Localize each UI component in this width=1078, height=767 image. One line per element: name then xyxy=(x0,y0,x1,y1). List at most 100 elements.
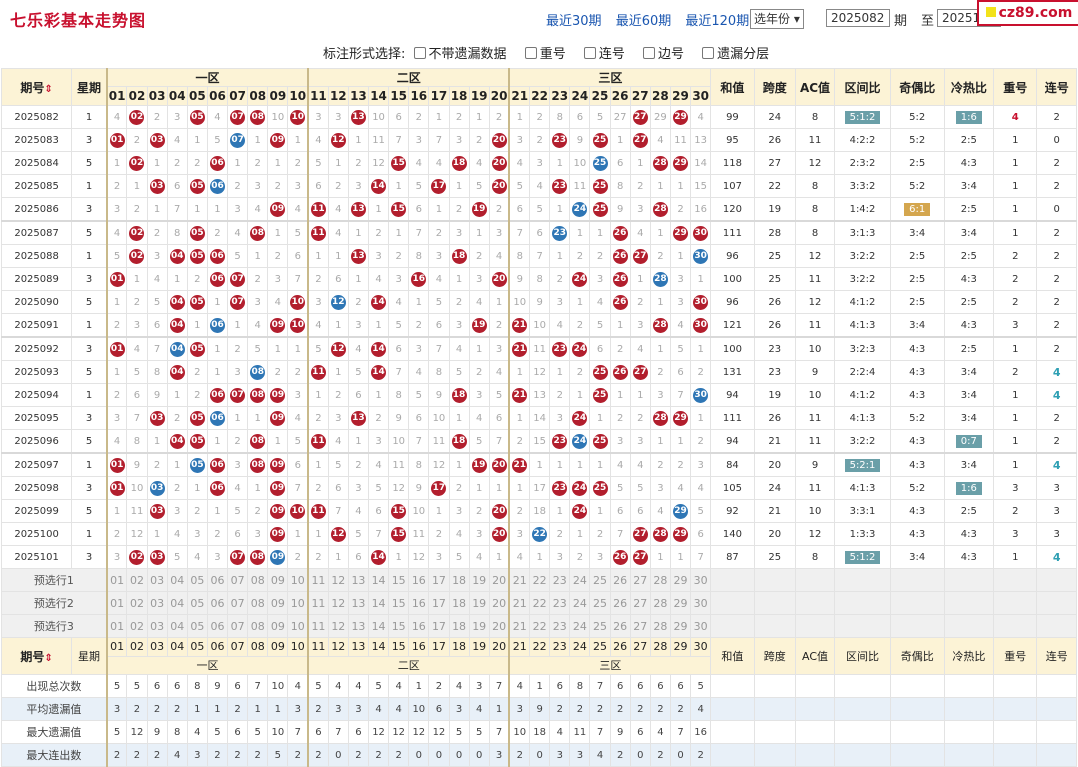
preselect-number[interactable]: 17 xyxy=(428,568,450,592)
preselect-number[interactable]: 12 xyxy=(327,591,349,615)
sort-icon[interactable]: ⇕ xyxy=(44,652,53,664)
link-recent-60[interactable]: 最近60期 xyxy=(615,14,672,29)
option-omission-layer[interactable]: 遗漏分层 xyxy=(698,47,769,62)
preselect-number[interactable]: 09 xyxy=(267,568,289,592)
preselect-number[interactable]: 24 xyxy=(569,568,591,592)
preselect-number[interactable]: 09 xyxy=(267,591,289,615)
preselect-number[interactable]: 07 xyxy=(227,614,249,638)
preselect-number[interactable]: 19 xyxy=(468,591,490,615)
preselect-number[interactable]: 30 xyxy=(690,591,712,615)
preselect-number[interactable]: 18 xyxy=(448,568,470,592)
preselect-number[interactable]: 14 xyxy=(367,614,390,638)
preselect-number[interactable]: 10 xyxy=(287,614,309,638)
preselect-number[interactable]: 30 xyxy=(690,568,712,592)
preselect-number[interactable]: 13 xyxy=(347,568,370,592)
checkbox-icon[interactable] xyxy=(524,47,537,59)
preselect-number[interactable]: 13 xyxy=(347,591,370,615)
preselect-number[interactable]: 01 xyxy=(105,591,128,615)
preselect-number[interactable]: 28 xyxy=(649,568,671,592)
preselect-number[interactable]: 07 xyxy=(227,568,249,592)
preselect-number[interactable]: 28 xyxy=(649,591,671,615)
preselect-number[interactable]: 22 xyxy=(529,614,551,638)
preselect-number[interactable]: 08 xyxy=(247,568,269,592)
preselect-number[interactable]: 20 xyxy=(488,591,510,615)
header-term[interactable]: 期号⇕ xyxy=(0,68,73,106)
option-no-omission[interactable]: 不带遗漏数据 xyxy=(410,47,507,62)
preselect-number[interactable]: 05 xyxy=(186,614,208,638)
preselect-number[interactable]: 19 xyxy=(468,568,490,592)
preselect-number[interactable]: 17 xyxy=(428,614,450,638)
preselect-number[interactable]: 02 xyxy=(126,568,148,592)
preselect-number[interactable]: 10 xyxy=(287,568,309,592)
preselect-number[interactable]: 17 xyxy=(428,591,450,615)
preselect-number[interactable]: 14 xyxy=(367,591,390,615)
option-repeat[interactable]: 重号 xyxy=(521,47,566,62)
preselect-number[interactable]: 03 xyxy=(146,591,168,615)
link-recent-30[interactable]: 最近30期 xyxy=(546,14,602,29)
preselect-number[interactable]: 26 xyxy=(609,568,631,592)
site-logo[interactable]: cz89.com xyxy=(977,0,1078,26)
preselect-number[interactable]: 22 xyxy=(529,591,551,615)
preselect-number[interactable]: 18 xyxy=(448,614,470,638)
preselect-number[interactable]: 24 xyxy=(569,591,591,615)
preselect-number[interactable]: 23 xyxy=(549,614,571,638)
checkbox-icon[interactable] xyxy=(413,47,426,59)
preselect-number[interactable]: 09 xyxy=(267,614,289,638)
preselect-number[interactable]: 27 xyxy=(629,568,651,592)
preselect-number[interactable]: 16 xyxy=(408,614,430,638)
preselect-number[interactable]: 05 xyxy=(186,591,208,615)
preselect-number[interactable]: 04 xyxy=(166,568,188,592)
preselect-number[interactable]: 16 xyxy=(408,568,430,592)
preselect-number[interactable]: 14 xyxy=(367,568,390,592)
preselect-number[interactable]: 29 xyxy=(669,614,692,638)
preselect-number[interactable]: 08 xyxy=(247,591,269,615)
preselect-number[interactable]: 13 xyxy=(347,614,370,638)
preselect-number[interactable]: 20 xyxy=(488,568,510,592)
checkbox-icon[interactable] xyxy=(643,47,655,59)
preselect-number[interactable]: 06 xyxy=(206,591,229,615)
preselect-number[interactable]: 06 xyxy=(206,614,229,638)
preselect-number[interactable]: 23 xyxy=(549,568,571,592)
preselect-number[interactable]: 04 xyxy=(166,591,188,615)
preselect-number[interactable]: 27 xyxy=(629,591,651,615)
checkbox-icon[interactable] xyxy=(583,47,596,59)
preselect-number[interactable]: 30 xyxy=(690,614,712,638)
year-select[interactable]: 选年份 ▾ xyxy=(750,9,804,29)
preselect-number[interactable]: 11 xyxy=(307,568,329,592)
preselect-number[interactable]: 11 xyxy=(307,591,329,615)
preselect-number[interactable]: 26 xyxy=(609,591,631,615)
preselect-row[interactable]: 预选行3 01 02 03 04 05 06 07 08 09 10 11 12 13 14 15 16 17 18… xyxy=(0,614,1077,638)
preselect-number[interactable]: 15 xyxy=(388,591,410,615)
preselect-number[interactable]: 21 xyxy=(508,591,531,615)
preselect-number[interactable]: 02 xyxy=(126,614,148,638)
preselect-number[interactable]: 26 xyxy=(609,614,631,638)
preselect-number[interactable]: 29 xyxy=(669,568,692,592)
option-consecutive[interactable]: 连号 xyxy=(580,47,625,62)
preselect-number[interactable]: 01 xyxy=(105,568,128,592)
preselect-number[interactable]: 18 xyxy=(448,591,470,615)
preselect-number[interactable]: 25 xyxy=(589,591,611,615)
preselect-row[interactable]: 预选行2 01 02 03 04 05 06 07 08 09 10 11 12 13 14 15 16 17 18… xyxy=(0,591,1077,615)
preselect-row[interactable]: 预选行1 01 02 03 04 05 06 07 08 09 10 11 12 13 14 15 16 17 18… xyxy=(0,568,1077,592)
preselect-number[interactable]: 03 xyxy=(146,614,168,638)
preselect-number[interactable]: 10 xyxy=(287,591,309,615)
preselect-number[interactable]: 29 xyxy=(669,591,692,615)
preselect-number[interactable]: 25 xyxy=(589,614,611,638)
preselect-number[interactable]: 21 xyxy=(508,614,531,638)
preselect-number[interactable]: 21 xyxy=(508,568,531,592)
preselect-number[interactable]: 03 xyxy=(146,568,168,592)
preselect-number[interactable]: 01 xyxy=(105,614,128,638)
checkbox-icon[interactable] xyxy=(702,47,715,59)
sort-icon[interactable]: ⇕ xyxy=(44,83,53,95)
preselect-number[interactable]: 23 xyxy=(549,591,571,615)
preselect-number[interactable]: 24 xyxy=(569,614,591,638)
preselect-number[interactable]: 05 xyxy=(186,568,208,592)
preselect-number[interactable]: 07 xyxy=(227,591,249,615)
preselect-number[interactable]: 04 xyxy=(166,614,188,638)
preselect-number[interactable]: 08 xyxy=(247,614,269,638)
preselect-number[interactable]: 28 xyxy=(649,614,671,638)
preselect-number[interactable]: 12 xyxy=(327,568,349,592)
preselect-number[interactable]: 25 xyxy=(589,568,611,592)
preselect-number[interactable]: 15 xyxy=(388,614,410,638)
from-period-input[interactable]: 2025082 xyxy=(826,9,890,27)
